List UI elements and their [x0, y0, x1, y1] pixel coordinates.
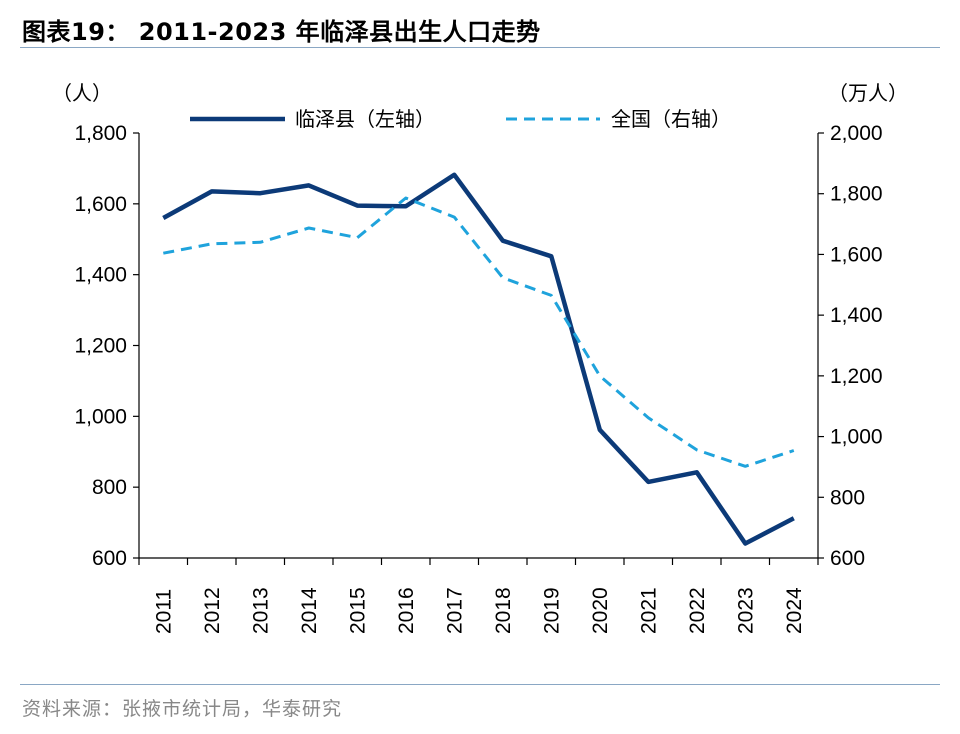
right-tick-label: 1,000: [830, 426, 883, 449]
right-tick-label: 1,600: [830, 243, 883, 266]
left-axis-unit: （人）: [52, 81, 112, 105]
x-tick-label: 2023: [734, 587, 757, 634]
right-tick-label: 600: [830, 547, 865, 570]
source-note: 资料来源：张掖市统计局，华泰研究: [22, 698, 343, 720]
title-divider: [20, 47, 940, 48]
x-tick-label: 2021: [637, 587, 660, 634]
right-tick-label: 2,000: [830, 122, 883, 145]
right-tick-label: 1,200: [830, 365, 883, 388]
line-chart: 1,800 1,600 1,400 1,200 1,000 800 600 2,000 1,80…: [52, 81, 908, 634]
right-tick-label: 1,400: [830, 304, 883, 327]
series-line-national: [163, 196, 795, 468]
right-axis-unit: （万人）: [828, 81, 908, 105]
series-line-linze: [162, 172, 795, 546]
right-tick-label: 1,800: [830, 183, 883, 206]
x-tick-label: 2024: [783, 587, 806, 634]
x-tick-label: 2016: [395, 587, 418, 634]
x-tick-label: 2020: [589, 587, 612, 634]
left-tick-label: 1,800: [74, 122, 127, 145]
left-tick-label: 800: [92, 476, 127, 499]
x-tick-label: 2022: [686, 587, 709, 634]
x-tick-label: 2019: [540, 587, 563, 634]
left-tick-label: 1,400: [74, 264, 127, 287]
right-tick-label: 800: [830, 486, 865, 509]
x-tick-label: 2017: [443, 587, 466, 634]
footer-divider: [20, 684, 940, 685]
left-tick-label: 1,200: [74, 335, 127, 358]
legend-label-national: 全国（右轴）: [611, 107, 731, 131]
x-tick-label: 2012: [201, 587, 224, 634]
title-bar: 图表19： 2011-2023 年临泽县出生人口走势: [0, 0, 960, 48]
figure-title: 图表19： 2011-2023 年临泽县出生人口走势: [22, 18, 541, 46]
left-tick-label: 1,600: [74, 193, 127, 216]
x-tick-label: 2014: [298, 587, 321, 634]
x-tick-label: 2015: [346, 587, 369, 634]
x-tick-label: 2013: [249, 587, 272, 634]
x-tick-label: 2018: [492, 587, 515, 634]
x-tick-label: 2011: [152, 589, 175, 634]
left-tick-label: 600: [92, 547, 127, 570]
left-tick-label: 1,000: [74, 405, 127, 428]
legend-label-linze: 临泽县（左轴）: [295, 107, 435, 131]
